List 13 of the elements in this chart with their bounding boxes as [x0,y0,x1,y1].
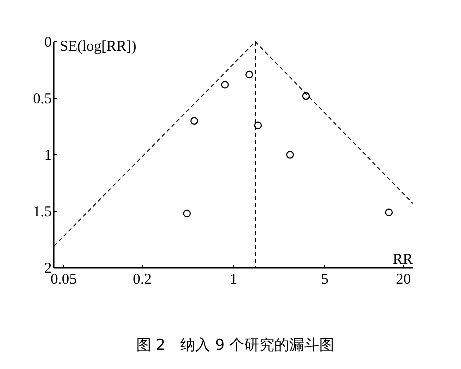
y-tick-label: 2 [44,261,52,277]
y-tick-label: 1 [44,148,52,164]
x-tick-label: 0.05 [50,272,78,288]
text: 图 2 纳入 9 个研究的漏斗图 [136,336,335,354]
x-axis-title: RR [392,252,413,268]
x-tick-label: 0.2 [133,272,152,288]
y-tick-label: 0.5 [33,92,52,108]
y-axis-title: SE(log[RR]) [60,39,137,55]
y-tick-label: 0 [44,35,52,51]
y-tick-label: 1.5 [33,204,52,220]
x-tick-label: 1 [230,272,238,288]
x-tick-label: 20 [396,272,412,288]
x-tick-label: 5 [321,272,329,288]
